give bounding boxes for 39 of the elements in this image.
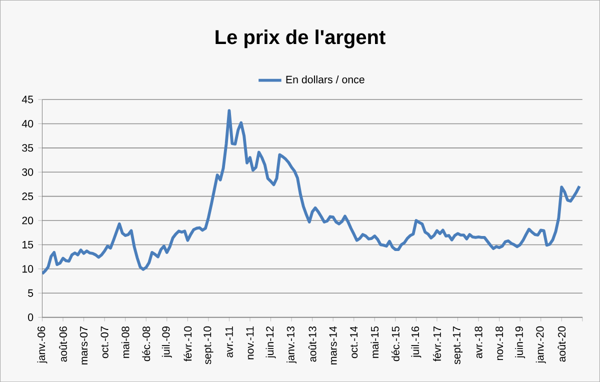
y-tick-label: 20	[22, 216, 34, 224]
line-series	[42, 109, 581, 276]
x-tick-label: mars-07	[80, 326, 88, 364]
x-tick-label: août-06	[59, 326, 67, 362]
x-tick-label: oct.-14	[350, 326, 358, 358]
legend-label: En dollars / once	[286, 75, 364, 84]
y-tick-label: 5	[28, 289, 34, 297]
x-tick-label: déc.-15	[391, 326, 400, 362]
x-tick-label: sept.-10	[204, 326, 214, 364]
y-tick-label: 45	[22, 96, 34, 104]
x-tick-label: avr.-11	[226, 326, 233, 358]
x-tick-label: juin-19	[515, 326, 526, 358]
y-tick-label: 15	[22, 240, 34, 248]
x-tick-label: févr.-10	[184, 326, 192, 362]
x-tick-label: janv.-20	[536, 326, 546, 364]
y-tick-label: 40	[22, 120, 34, 128]
x-tick-label: mai-08	[121, 326, 130, 358]
x-tick-label: juil.-16	[411, 326, 422, 358]
x-tick-label: août-20	[558, 326, 566, 362]
x-tick-label: janv.-13	[286, 326, 297, 364]
x-tick-label: janv.-06	[37, 326, 48, 364]
y-tick-label: 10	[22, 265, 34, 273]
y-tick-label: 25	[22, 192, 34, 200]
x-tick-label: août-13	[308, 326, 316, 362]
x-tick-label: avr.-18	[474, 326, 482, 358]
x-tick-label: oct.-07	[100, 326, 108, 358]
chart-title: Le prix de l'argent	[216, 29, 386, 48]
x-tick-label: juil.-09	[162, 326, 172, 358]
y-tick-label: 0	[28, 313, 34, 321]
x-tick-label: sept.-17	[452, 326, 463, 364]
x-tick-label: mai-15	[370, 326, 379, 358]
x-tick-label: févr.-17	[432, 326, 441, 362]
x-tick-label: nov.-18	[496, 326, 504, 360]
x-tick-label: nov.-11	[246, 326, 254, 360]
y-tick-label: 30	[22, 168, 34, 176]
x-tick-label: mars-14	[329, 326, 337, 364]
x-tick-label: juin-12	[266, 326, 276, 358]
x-tick-label: déc.-08	[142, 326, 150, 362]
y-tick-label: 35	[22, 144, 34, 152]
